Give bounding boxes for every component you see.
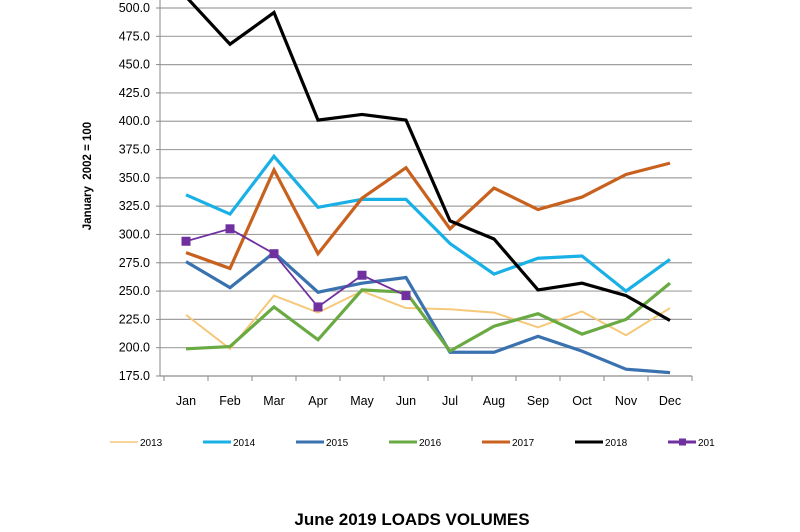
- legend-label-2014: 2014: [233, 438, 256, 449]
- y-tick-label: 275.0: [119, 256, 150, 270]
- y-tick-label: 425.0: [119, 86, 150, 100]
- y-tick-label: 250.0: [119, 284, 150, 298]
- x-tick-label: Nov: [615, 394, 638, 408]
- legend-label-2018: 2018: [605, 438, 628, 449]
- y-tick-label: 375.0: [119, 143, 150, 157]
- x-tick-label: Jun: [396, 394, 416, 408]
- data-point-201: [357, 270, 367, 280]
- data-point-201: [269, 249, 279, 259]
- legend-marker-201: [679, 438, 686, 446]
- y-tick-label: 500.0: [119, 1, 150, 15]
- data-point-201: [401, 291, 411, 301]
- y-tick-label: 400.0: [119, 114, 150, 128]
- x-tick-label: Jul: [442, 394, 458, 408]
- data-point-201: [313, 302, 323, 312]
- y-tick-label: 225.0: [119, 312, 150, 326]
- x-tick-label: Mar: [263, 394, 285, 408]
- x-tick-label: May: [350, 394, 374, 408]
- y-tick-label: 475.0: [119, 29, 150, 43]
- x-tick-label: Dec: [659, 394, 681, 408]
- legend-label-2016: 2016: [419, 438, 442, 449]
- series-line-201: [185, 227, 407, 309]
- series-line-2015: [185, 250, 671, 375]
- x-tick-label: Sep: [527, 394, 549, 408]
- series-line-2016: [185, 281, 672, 354]
- legend-label-201: 201: [698, 438, 715, 449]
- caption-text: June 2019 LOADS VOLUMES: [294, 510, 530, 529]
- legend-label-2013: 2013: [140, 438, 163, 449]
- y-tick-label: 175.0: [119, 369, 150, 383]
- x-tick-label: Oct: [572, 394, 592, 408]
- legend-label-2017: 2017: [512, 438, 535, 449]
- series-line-2017: [185, 161, 671, 271]
- chart-caption: June 2019 LOADS VOLUMES: [0, 510, 800, 530]
- series-line-2013: [185, 289, 671, 351]
- series-line-2018: [186, 0, 671, 322]
- x-tick-label: Apr: [308, 394, 327, 408]
- x-tick-label: Jan: [176, 394, 196, 408]
- data-point-201: [225, 224, 235, 234]
- y-axis-label: January 2002 = 100: [82, 122, 94, 230]
- legend-label-2015: 2015: [326, 438, 349, 449]
- y-tick-label: 325.0: [119, 199, 150, 213]
- series-line-2014: [185, 153, 671, 294]
- data-point-201: [181, 236, 191, 246]
- x-tick-label: Feb: [219, 394, 241, 408]
- y-tick-label: 450.0: [119, 58, 150, 72]
- x-tick-label: Aug: [483, 394, 505, 408]
- y-tick-label: 350.0: [119, 171, 150, 185]
- y-tick-label: 200.0: [119, 341, 150, 355]
- y-tick-label: 300.0: [119, 227, 150, 241]
